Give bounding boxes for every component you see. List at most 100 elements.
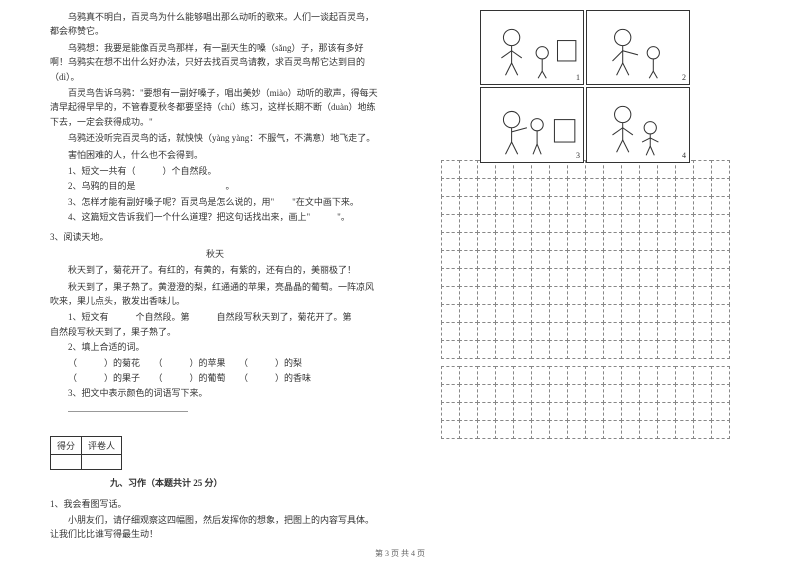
passage1-q2: 2、乌鸦的目的是 。 xyxy=(50,179,380,193)
grid-cell xyxy=(495,268,514,287)
grid-cell xyxy=(711,322,730,341)
grid-cell xyxy=(657,178,676,197)
grid-cell xyxy=(711,366,730,385)
grid-cell xyxy=(711,420,730,439)
grid-cell xyxy=(531,178,550,197)
grid-cell xyxy=(549,366,568,385)
grid-cell xyxy=(585,420,604,439)
grid-cell xyxy=(441,286,460,305)
passage2-q3-line xyxy=(50,402,380,416)
grid-cell xyxy=(585,214,604,233)
grid-cell xyxy=(477,232,496,251)
grid-cell xyxy=(621,402,640,421)
grid-cell xyxy=(639,286,658,305)
grid-cell xyxy=(567,402,586,421)
grid-cell xyxy=(513,232,532,251)
grid-cell xyxy=(567,384,586,403)
grid-cell xyxy=(693,160,712,179)
grid-cell xyxy=(603,214,622,233)
grid-cell xyxy=(585,232,604,251)
grid-cell xyxy=(477,268,496,287)
grid-cell xyxy=(585,384,604,403)
grid-cell xyxy=(531,366,550,385)
grid-cell xyxy=(693,250,712,269)
grid-cell xyxy=(531,304,550,323)
passage2-q2b: （ ）的果子 （ ）的葡萄 （ ）的香味 xyxy=(50,371,380,385)
grid-cell xyxy=(657,304,676,323)
comic-illustration-1 xyxy=(481,11,583,84)
grid-cell xyxy=(621,304,640,323)
grid-cell xyxy=(567,340,586,359)
grid-cell xyxy=(621,232,640,251)
grid-cell xyxy=(567,420,586,439)
page-container: 乌鸦真不明白，百灵鸟为什么能够唱出那么动听的歌来。人们一谈起百灵鸟，都会称赞它。… xyxy=(0,0,800,565)
grid-cell xyxy=(603,286,622,305)
grid-cell xyxy=(531,384,550,403)
passage1-q3: 3、怎样才能有副好嗓子呢？百灵鸟是怎么说的，用" "在文中画下来。 xyxy=(50,195,380,209)
grid-cell xyxy=(639,178,658,197)
grid-cell xyxy=(549,402,568,421)
writing-grid-2 xyxy=(441,366,729,438)
grid-cell xyxy=(567,304,586,323)
comic-panel-1: 1 xyxy=(480,10,584,85)
grid-cell xyxy=(441,160,460,179)
grid-cell xyxy=(567,250,586,269)
grid-cell xyxy=(711,196,730,215)
grid-cell xyxy=(621,250,640,269)
grid-cell xyxy=(549,340,568,359)
grid-cell xyxy=(441,196,460,215)
grid-cell xyxy=(459,178,478,197)
grid-cell xyxy=(693,340,712,359)
grid-cell xyxy=(693,322,712,341)
grid-cell xyxy=(603,304,622,323)
page-footer: 第 3 页 共 4 页 xyxy=(0,548,800,559)
grid-cell xyxy=(657,232,676,251)
grid-cell xyxy=(693,196,712,215)
writing-grid-1 xyxy=(441,160,729,358)
passage2-q2a: （ ）的菊花 （ ）的苹果 （ ）的梨 xyxy=(50,356,380,370)
grid-cell xyxy=(585,366,604,385)
grid-cell xyxy=(567,178,586,197)
grid-cell xyxy=(621,420,640,439)
grid-cell xyxy=(531,196,550,215)
grid-cell xyxy=(585,322,604,341)
grid-cell xyxy=(585,196,604,215)
grid-cell xyxy=(459,402,478,421)
grid-cell xyxy=(495,250,514,269)
grid-cell xyxy=(531,232,550,251)
grid-cell xyxy=(639,232,658,251)
grid-cell xyxy=(441,402,460,421)
grid-cell xyxy=(441,384,460,403)
grid-cell xyxy=(441,304,460,323)
grid-cell xyxy=(441,340,460,359)
grid-cell xyxy=(513,420,532,439)
grid-cell xyxy=(549,268,568,287)
grid-cell xyxy=(513,304,532,323)
grid-cell xyxy=(585,286,604,305)
grid-cell xyxy=(441,178,460,197)
grid-cell xyxy=(531,340,550,359)
grid-cell xyxy=(477,322,496,341)
grid-cell xyxy=(513,250,532,269)
grid-cell xyxy=(513,178,532,197)
passage1-p1: 乌鸦真不明白，百灵鸟为什么能够唱出那么动听的歌来。人们一谈起百灵鸟，都会称赞它。 xyxy=(50,10,380,39)
grid-cell xyxy=(495,322,514,341)
grid-cell xyxy=(459,232,478,251)
grid-cell xyxy=(513,196,532,215)
grid-cell xyxy=(567,196,586,215)
grid-cell xyxy=(477,384,496,403)
grid-cell xyxy=(693,366,712,385)
grid-cell xyxy=(477,304,496,323)
grid-cell xyxy=(441,214,460,233)
grid-cell xyxy=(711,250,730,269)
grid-cell xyxy=(675,366,694,385)
grid-cell xyxy=(459,322,478,341)
grid-cell xyxy=(675,250,694,269)
grid-cell xyxy=(441,366,460,385)
grid-cell xyxy=(477,196,496,215)
grid-cell xyxy=(549,196,568,215)
score-cell-2 xyxy=(82,455,122,470)
grid-cell xyxy=(603,268,622,287)
panel-num-4: 4 xyxy=(682,151,686,160)
grid-cell xyxy=(693,232,712,251)
